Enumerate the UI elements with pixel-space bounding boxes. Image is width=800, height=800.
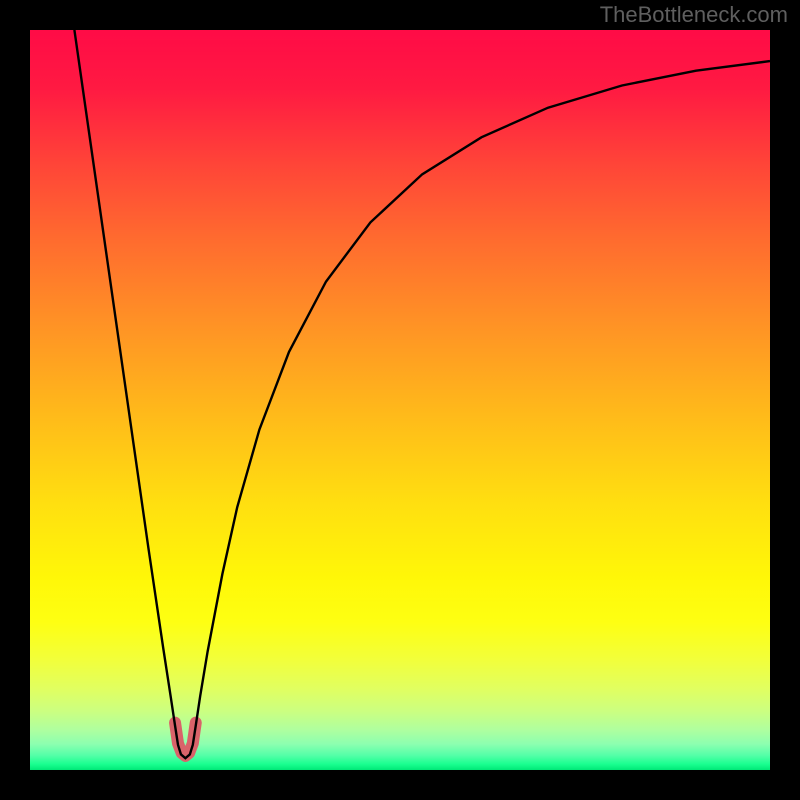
watermark-text: TheBottleneck.com <box>600 2 788 28</box>
plot-area <box>30 30 770 770</box>
chart-frame <box>0 0 800 800</box>
bottleneck-curve <box>74 30 770 758</box>
curve-layer <box>30 30 770 770</box>
